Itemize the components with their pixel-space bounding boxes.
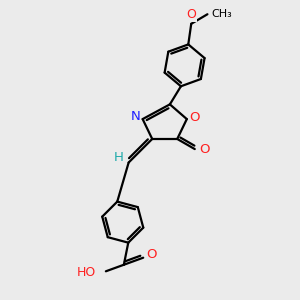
Text: CH₃: CH₃ xyxy=(212,9,232,19)
Text: O: O xyxy=(186,8,196,21)
Text: HO: HO xyxy=(77,266,96,279)
Text: H: H xyxy=(113,151,123,164)
Text: O: O xyxy=(146,248,157,261)
Text: O: O xyxy=(199,142,210,156)
Text: N: N xyxy=(130,110,140,123)
Text: O: O xyxy=(189,111,200,124)
